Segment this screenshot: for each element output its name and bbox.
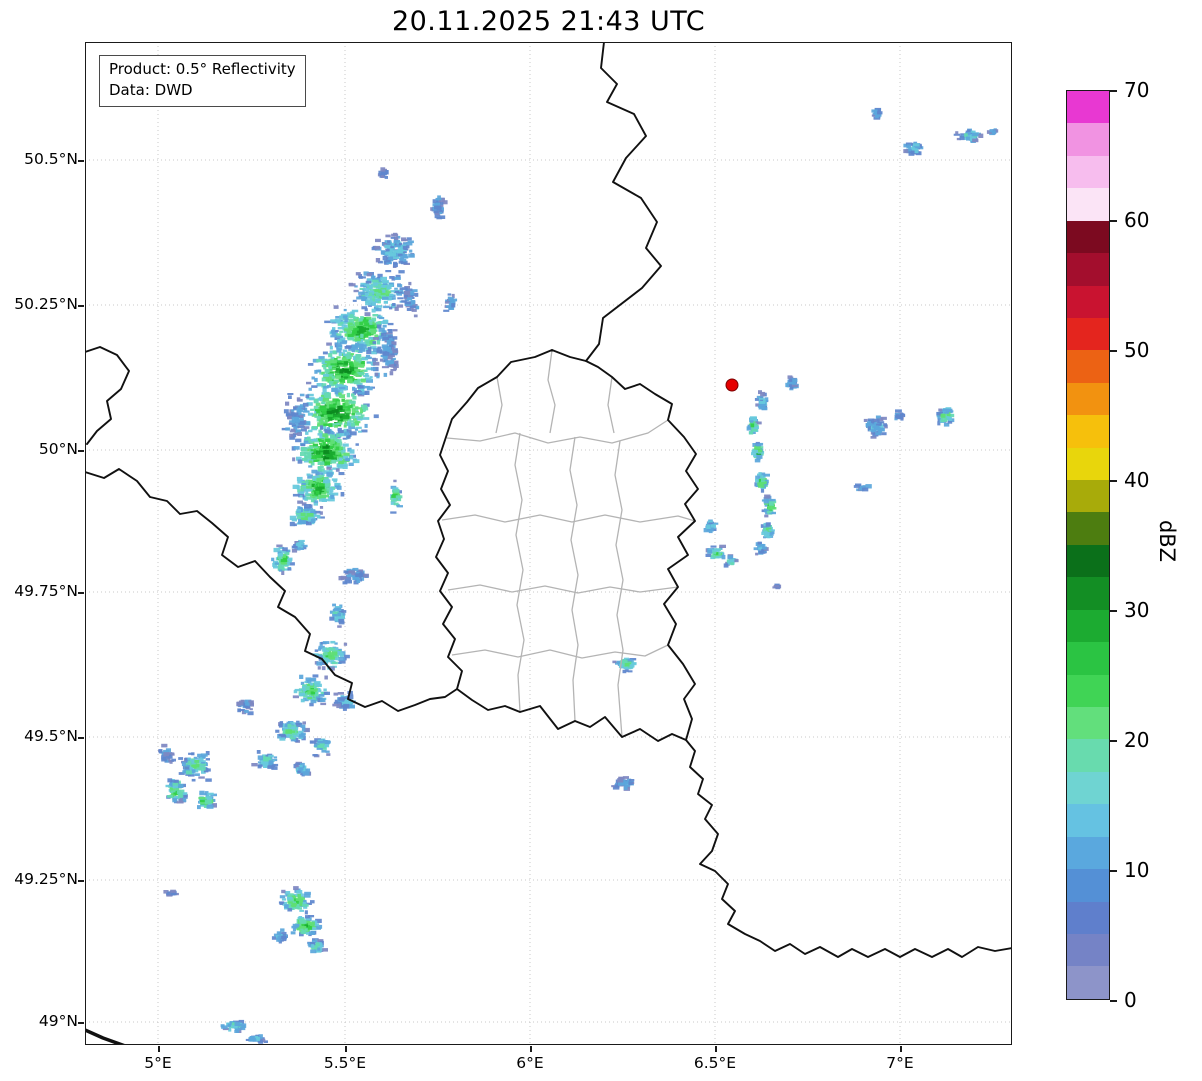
x-tick-label: 5°E [144, 1054, 172, 1072]
y-tick-mark [78, 737, 84, 739]
y-tick-mark [78, 160, 84, 162]
colorbar-tick-label: 30 [1124, 598, 1150, 622]
colorbar-band [1067, 480, 1109, 513]
colorbar-band [1067, 771, 1109, 805]
colorbar-tick-label: 0 [1124, 988, 1137, 1012]
x-tick-mark [900, 1046, 902, 1052]
colorbar-band [1067, 609, 1109, 643]
colorbar-band [1067, 966, 1109, 999]
colorbar-band [1067, 707, 1109, 740]
colorbar-band [1067, 739, 1109, 772]
y-tick-mark [78, 450, 84, 452]
colorbar-band [1067, 188, 1109, 221]
colorbar-tick-label: 70 [1124, 78, 1150, 102]
colorbar-tick-mark [1110, 350, 1117, 352]
colorbar-tick-mark [1110, 610, 1117, 612]
colorbar-band [1067, 804, 1109, 837]
admin-border-layer [441, 349, 696, 738]
x-tick-label: 7°E [886, 1054, 914, 1072]
y-tick-mark [78, 880, 84, 882]
x-tick-mark [715, 1046, 717, 1052]
x-tick-label: 6°E [516, 1054, 544, 1072]
x-tick-mark [345, 1046, 347, 1052]
colorbar-tick-mark [1110, 1000, 1117, 1002]
x-tick-label: 5.5°E [323, 1054, 367, 1072]
colorbar-tick-mark [1110, 870, 1117, 872]
x-tick-mark [158, 1046, 160, 1052]
y-tick-label: 50.25°N [14, 295, 78, 313]
colorbar-band [1067, 674, 1109, 708]
y-tick-mark [78, 305, 84, 307]
x-tick-mark [530, 1046, 532, 1052]
colorbar-band [1067, 285, 1109, 318]
colorbar-band [1067, 155, 1109, 189]
page-title: 20.11.2025 21:43 UTC [391, 6, 706, 37]
y-tick-label: 50.5°N [24, 150, 78, 168]
annotation-source: Data: DWD [109, 81, 193, 100]
colorbar-tick-mark [1110, 90, 1117, 92]
colorbar-tick-label: 60 [1124, 208, 1150, 232]
y-tick-label: 49.25°N [14, 870, 78, 888]
annotation-product: Product: 0.5° Reflectivity [109, 60, 296, 78]
country-border-layer [85, 42, 1012, 1045]
colorbar-band [1067, 933, 1109, 967]
colorbar-band [1067, 544, 1109, 578]
colorbar-band [1067, 91, 1109, 124]
colorbar-band [1067, 642, 1109, 675]
y-tick-mark [78, 592, 84, 594]
colorbar-tick-mark [1110, 740, 1117, 742]
y-tick-label: 49.5°N [24, 727, 78, 745]
colorbar-band [1067, 220, 1109, 254]
colorbar-tick-mark [1110, 220, 1117, 222]
colorbar-band [1067, 901, 1109, 934]
colorbar-axis-label: dBZ [1155, 519, 1180, 563]
radar-echo-layer [158, 107, 999, 1044]
grid-layer [85, 42, 1012, 1045]
colorbar-band [1067, 869, 1109, 902]
y-tick-mark [78, 1022, 84, 1024]
colorbar-band [1067, 836, 1109, 870]
colorbar-band [1067, 415, 1109, 448]
colorbar-band [1067, 123, 1109, 156]
colorbar-tick-mark [1110, 480, 1117, 482]
colorbar-band [1067, 317, 1109, 351]
colorbar-band [1067, 512, 1109, 545]
colorbar-band [1067, 447, 1109, 481]
y-tick-label: 50°N [38, 440, 78, 458]
radar-site-marker [725, 378, 739, 392]
y-tick-label: 49°N [38, 1012, 78, 1030]
radar-map [85, 42, 1012, 1045]
colorbar [1066, 90, 1110, 1000]
y-tick-label: 49.75°N [14, 582, 78, 600]
colorbar-tick-label: 50 [1124, 338, 1150, 362]
annotation-box: Product: 0.5° Reflectivity Data: DWD [99, 55, 306, 107]
colorbar-tick-label: 40 [1124, 468, 1150, 492]
colorbar-band [1067, 253, 1109, 286]
colorbar-tick-label: 20 [1124, 728, 1150, 752]
colorbar-tick-label: 10 [1124, 858, 1150, 882]
x-tick-label: 6.5°E [693, 1054, 737, 1072]
colorbar-band [1067, 577, 1109, 610]
colorbar-band [1067, 382, 1109, 416]
colorbar-band [1067, 350, 1109, 383]
